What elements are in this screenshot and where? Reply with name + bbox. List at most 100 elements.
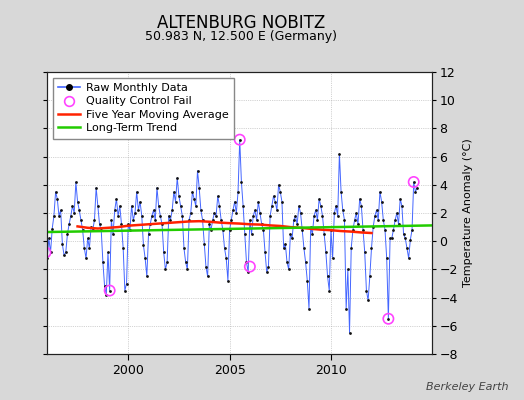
Point: [333, 213, 342, 219]
Point: [31, 193, 39, 199]
Point: [389, 227, 398, 233]
Point: [192, 203, 200, 209]
Point: [117, 221, 126, 228]
Point: [112, 196, 121, 202]
Point: [359, 227, 367, 233]
Point: [40, 242, 48, 249]
Text: 50.983 N, 12.500 E (Germany): 50.983 N, 12.500 E (Germany): [145, 30, 337, 43]
Point: [367, 245, 376, 252]
Point: [33, 184, 41, 191]
Point: [193, 168, 202, 174]
Point: [180, 245, 188, 252]
Point: [381, 227, 389, 233]
Point: [149, 207, 158, 213]
Point: [313, 217, 322, 223]
Point: [225, 227, 234, 233]
Point: [134, 207, 143, 213]
Point: [190, 196, 198, 202]
Point: [379, 217, 388, 223]
Point: [38, 231, 46, 237]
Point: [236, 136, 244, 143]
Point: [241, 231, 249, 237]
Point: [279, 245, 288, 252]
Point: [48, 225, 57, 232]
Point: [253, 217, 261, 223]
Point: [232, 210, 241, 216]
Point: [345, 330, 354, 336]
Point: [369, 224, 377, 230]
Point: [133, 189, 141, 195]
Point: [148, 213, 156, 219]
Point: [290, 217, 298, 223]
Point: [344, 266, 352, 273]
Point: [362, 287, 370, 294]
Point: [405, 255, 413, 261]
Point: [168, 207, 177, 213]
Point: [195, 184, 203, 191]
Point: [384, 316, 392, 322]
Point: [114, 213, 122, 219]
Point: [410, 179, 418, 185]
Point: [50, 213, 58, 219]
Point: [357, 203, 366, 209]
Point: [203, 273, 212, 280]
Point: [342, 306, 351, 312]
Point: [163, 259, 171, 266]
Point: [291, 213, 300, 219]
Point: [25, 244, 33, 250]
Point: [411, 189, 420, 195]
Point: [116, 203, 124, 209]
Point: [327, 227, 335, 233]
Point: [275, 182, 283, 188]
Point: [399, 231, 408, 237]
Point: [410, 179, 418, 185]
Point: [97, 227, 105, 233]
Point: [239, 203, 247, 209]
Point: [244, 269, 253, 276]
Point: [340, 217, 348, 223]
Point: [247, 231, 256, 237]
Point: [384, 316, 392, 322]
Point: [264, 263, 272, 270]
Point: [386, 235, 394, 242]
Point: [207, 227, 215, 233]
Point: [138, 213, 146, 219]
Point: [318, 213, 326, 219]
Point: [158, 221, 166, 228]
Point: [298, 227, 307, 233]
Point: [347, 245, 355, 252]
Point: [348, 227, 357, 233]
Point: [111, 207, 119, 213]
Point: [408, 227, 416, 233]
Point: [63, 231, 72, 237]
Point: [73, 198, 82, 205]
Point: [214, 193, 222, 199]
Point: [205, 221, 213, 228]
Point: [395, 221, 403, 228]
Point: [361, 249, 369, 256]
Point: [220, 245, 228, 252]
Point: [90, 217, 99, 223]
Point: [58, 241, 67, 247]
Point: [28, 221, 36, 228]
Point: [297, 210, 305, 216]
Point: [41, 249, 50, 256]
Point: [335, 150, 344, 157]
Point: [124, 221, 133, 228]
Point: [199, 217, 207, 223]
Point: [401, 235, 409, 242]
Point: [215, 203, 224, 209]
Point: [300, 245, 308, 252]
Point: [392, 210, 401, 216]
Point: [242, 259, 250, 266]
Point: [355, 196, 364, 202]
Point: [251, 207, 259, 213]
Point: [101, 283, 109, 290]
Point: [171, 198, 180, 205]
Point: [222, 255, 231, 261]
Point: [396, 196, 405, 202]
Point: [263, 269, 271, 276]
Point: [323, 273, 332, 280]
Point: [166, 217, 174, 223]
Point: [271, 198, 279, 205]
